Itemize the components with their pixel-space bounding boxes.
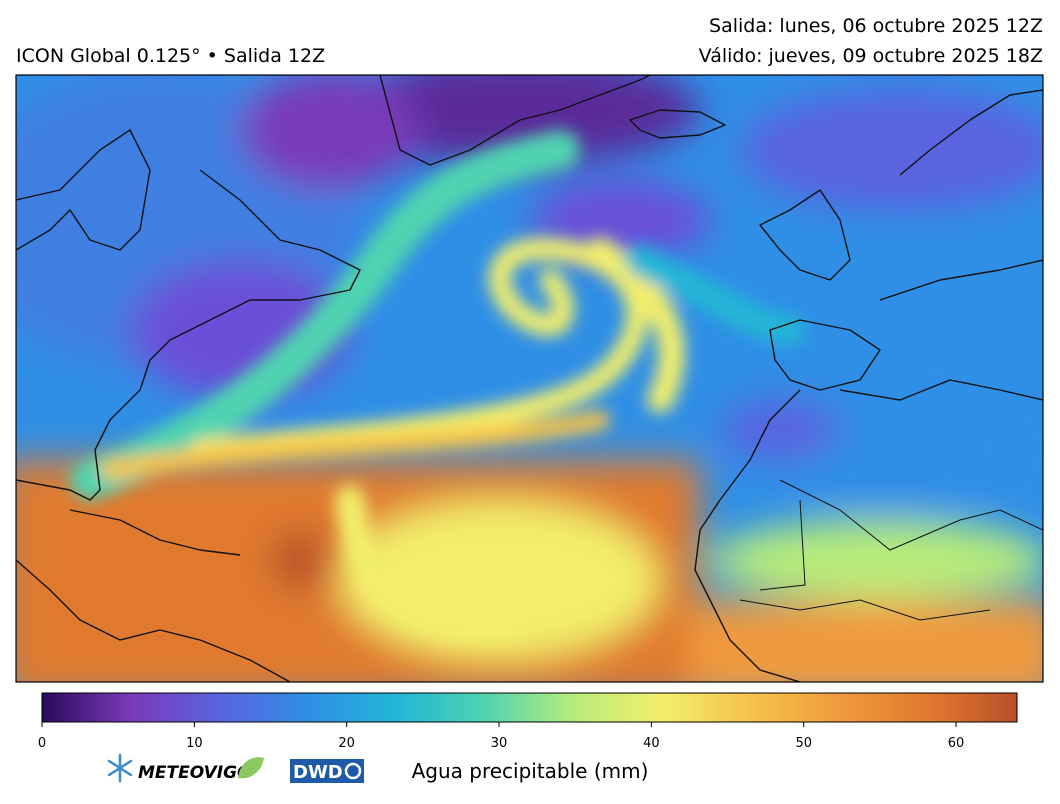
map-title: ICON Global 0.125° • Salida 12Z xyxy=(16,45,325,67)
dwd-logo: DWD xyxy=(290,759,364,783)
colorbar xyxy=(41,692,1018,723)
run-time: Salida: lunes, 06 octubre 2025 12Z xyxy=(709,15,1043,37)
colorbar-tick-label: 50 xyxy=(795,736,812,751)
colorbar-tick-label: 30 xyxy=(491,736,508,751)
colorbar-ticks: 0 10 20 30 40 50 60 xyxy=(38,722,964,751)
colorbar-tick-label: 10 xyxy=(186,736,203,751)
colorbar-label: Agua precipitable (mm) xyxy=(412,759,649,783)
colorbar-tick-label: 40 xyxy=(643,736,660,751)
colorbar-tick-label: 60 xyxy=(948,736,965,751)
map-field xyxy=(16,75,1043,682)
meteovigo-logo: METEOVIGO xyxy=(107,753,264,783)
dwd-text: DWD xyxy=(293,762,343,783)
valid-time: Válido: jueves, 09 octubre 2025 18Z xyxy=(699,45,1043,67)
coastlines xyxy=(16,75,1043,682)
map-frame xyxy=(15,74,1044,683)
colorbar-tick-label: 20 xyxy=(338,736,355,751)
meteovigo-text: METEOVIGO xyxy=(138,763,251,783)
colorbar-tick-label: 0 xyxy=(38,736,46,751)
